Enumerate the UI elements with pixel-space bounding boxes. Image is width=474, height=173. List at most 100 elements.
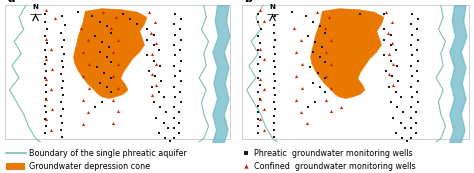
- Point: [387, 33, 395, 36]
- Point: [292, 75, 300, 78]
- Point: [255, 12, 262, 15]
- Point: [255, 49, 262, 52]
- Point: [397, 121, 404, 124]
- Point: [62, 24, 69, 26]
- Point: [93, 66, 101, 69]
- Point: [43, 125, 50, 128]
- Point: [413, 28, 421, 31]
- Point: [398, 137, 406, 140]
- Point: [271, 108, 279, 110]
- Point: [41, 12, 49, 15]
- Point: [146, 70, 153, 72]
- Point: [57, 115, 64, 117]
- Point: [150, 33, 158, 36]
- Point: [77, 26, 84, 29]
- Point: [380, 12, 388, 15]
- Point: [256, 56, 264, 58]
- Point: [84, 38, 91, 41]
- Point: [307, 66, 314, 69]
- Point: [270, 87, 278, 90]
- Point: [316, 56, 324, 58]
- Point: [256, 118, 264, 121]
- Point: [176, 28, 184, 31]
- Point: [397, 95, 404, 98]
- Text: a: a: [7, 0, 15, 4]
- Point: [270, 73, 278, 76]
- Point: [255, 111, 262, 114]
- Point: [108, 90, 115, 93]
- Point: [408, 137, 415, 140]
- Point: [103, 56, 110, 58]
- Point: [162, 111, 170, 114]
- Point: [96, 21, 103, 24]
- Point: [243, 152, 250, 154]
- Point: [327, 87, 335, 90]
- Point: [108, 61, 115, 64]
- Point: [43, 97, 50, 100]
- Point: [43, 118, 50, 121]
- Point: [171, 106, 178, 109]
- Point: [412, 111, 420, 114]
- Point: [326, 16, 333, 19]
- Point: [255, 76, 262, 79]
- Point: [309, 21, 317, 24]
- Point: [57, 128, 64, 131]
- Point: [105, 45, 113, 48]
- Point: [143, 38, 151, 41]
- Point: [171, 23, 178, 26]
- Point: [156, 106, 164, 109]
- Point: [409, 95, 416, 98]
- Point: [79, 75, 87, 78]
- Point: [43, 78, 50, 81]
- Point: [143, 54, 151, 57]
- Point: [100, 71, 108, 74]
- Point: [399, 111, 407, 114]
- Point: [79, 99, 87, 102]
- Point: [43, 90, 50, 93]
- Point: [327, 63, 335, 65]
- Point: [98, 40, 106, 43]
- Point: [413, 70, 421, 72]
- Point: [403, 140, 410, 142]
- Point: [47, 48, 55, 51]
- Bar: [6, 163, 25, 170]
- Point: [256, 9, 264, 12]
- Point: [255, 132, 262, 135]
- Point: [176, 70, 184, 72]
- Point: [43, 9, 50, 12]
- Point: [84, 111, 91, 114]
- Point: [261, 88, 268, 90]
- Point: [171, 44, 178, 46]
- Point: [288, 11, 295, 13]
- Point: [385, 52, 392, 55]
- Point: [172, 54, 179, 57]
- Point: [256, 70, 264, 72]
- Point: [59, 94, 66, 97]
- Point: [41, 21, 49, 24]
- Point: [134, 23, 141, 26]
- Point: [172, 12, 179, 15]
- Point: [256, 97, 264, 100]
- Point: [44, 42, 51, 45]
- Point: [85, 63, 93, 65]
- Point: [412, 132, 420, 135]
- Point: [58, 121, 65, 124]
- Point: [408, 106, 415, 109]
- Point: [160, 95, 167, 98]
- Point: [59, 108, 66, 110]
- Point: [408, 23, 415, 26]
- Bar: [242, 5, 469, 139]
- Point: [153, 116, 160, 119]
- Point: [387, 44, 395, 46]
- Point: [57, 101, 64, 103]
- Point: [91, 35, 99, 38]
- Point: [157, 80, 165, 83]
- Point: [155, 90, 163, 93]
- Point: [108, 31, 115, 34]
- Point: [114, 63, 121, 65]
- Point: [299, 63, 306, 65]
- Point: [155, 132, 163, 135]
- Point: [172, 33, 179, 36]
- Point: [261, 58, 268, 61]
- Point: [41, 49, 49, 52]
